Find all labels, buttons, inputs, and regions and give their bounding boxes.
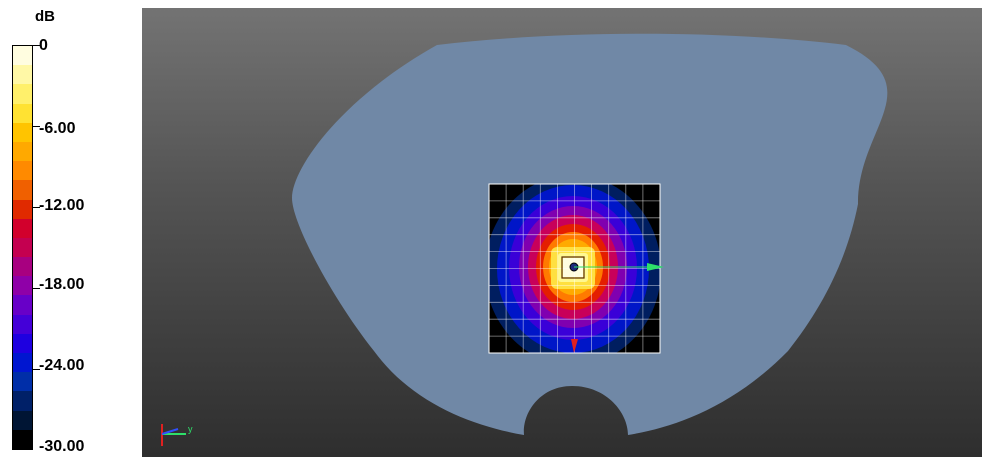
legend-color-cell	[13, 103, 32, 123]
legend-color-cell	[13, 84, 32, 104]
legend-color-cell	[13, 353, 32, 373]
legend-color-cell	[13, 391, 32, 411]
legend-color-cell	[13, 257, 32, 277]
legend-unit: dB	[35, 8, 55, 25]
sar-scan-area[interactable]	[142, 8, 982, 457]
legend-label-24: -24.00	[39, 357, 85, 374]
legend-color-cell	[13, 199, 32, 219]
axis-gizmo: y	[161, 424, 193, 446]
legend-label-12: -12.00	[39, 197, 85, 214]
legend-color-cell	[13, 410, 32, 430]
legend-color-cell	[13, 180, 32, 200]
legend-label-0: 0	[39, 37, 48, 54]
legend-label-6: -6.00	[39, 120, 76, 137]
axis-y-label: y	[188, 424, 193, 434]
legend-color-cell	[13, 333, 32, 353]
legend-color-cell	[13, 161, 32, 181]
legend-color-cell	[13, 295, 32, 315]
legend-tick	[33, 288, 40, 289]
legend-tick	[33, 369, 40, 370]
legend-tick	[33, 45, 40, 46]
legend-label-18: -18.00	[39, 276, 85, 293]
legend-color-cell	[13, 46, 32, 66]
legend-label-30: -30.00	[39, 438, 85, 455]
legend-color-cell	[13, 314, 32, 334]
legend-color-cell	[13, 237, 32, 258]
legend-color-bar	[12, 45, 33, 450]
color-scale-legend: dB 0 -6.00 -12.00 -18.00 -24.00 -30.00	[0, 0, 140, 457]
legend-tick	[33, 126, 40, 127]
green-arrow-icon	[647, 263, 664, 271]
red-arrow-icon	[571, 339, 578, 353]
legend-color-cell	[13, 65, 32, 85]
legend-color-cell	[13, 276, 32, 296]
3d-viewport[interactable]: y	[142, 8, 982, 457]
legend-color-cell	[13, 218, 32, 238]
legend-tick	[33, 207, 40, 208]
legend-color-cell	[13, 372, 32, 392]
legend-color-cell	[13, 429, 32, 449]
legend-color-cell	[13, 122, 32, 142]
measurement-grid	[489, 184, 660, 353]
legend-color-cell	[13, 141, 32, 162]
